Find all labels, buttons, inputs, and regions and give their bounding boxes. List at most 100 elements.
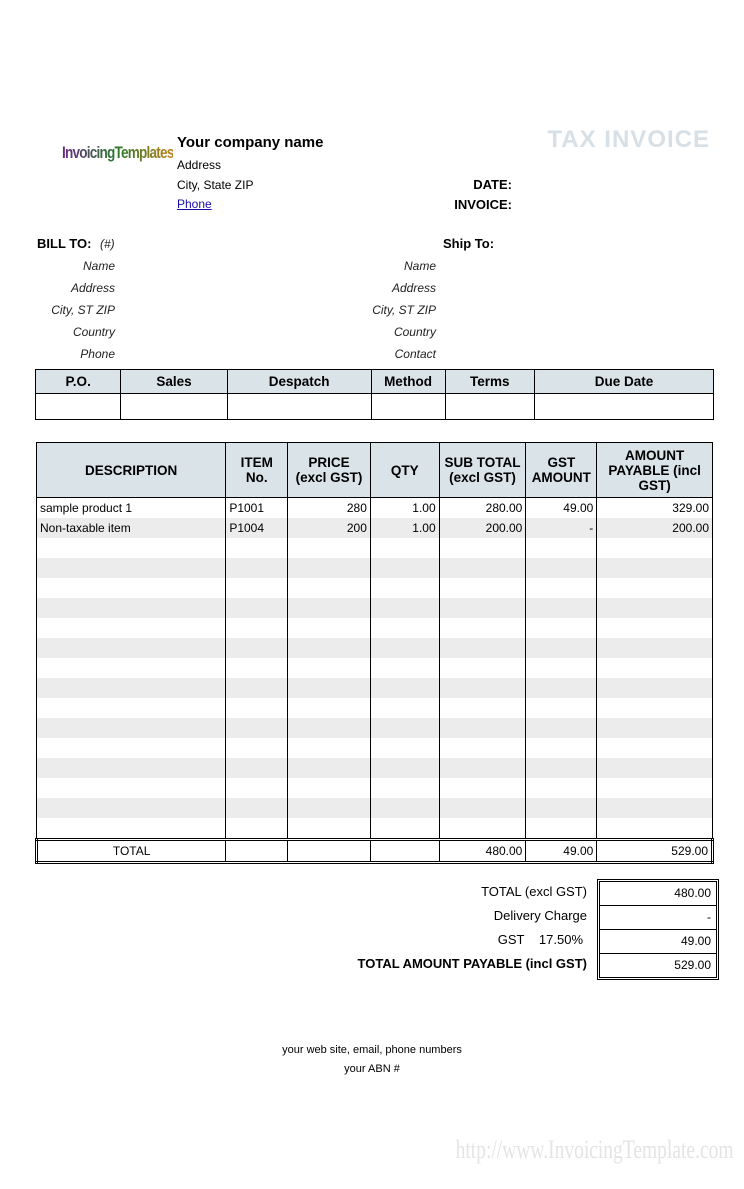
- item-cell[interactable]: [287, 778, 371, 798]
- item-cell[interactable]: [596, 718, 713, 738]
- item-cell[interactable]: [35, 598, 227, 618]
- order-field-input[interactable]: [226, 393, 372, 420]
- item-cell[interactable]: [35, 578, 227, 598]
- item-cell[interactable]: [525, 798, 598, 818]
- item-cell[interactable]: [287, 718, 371, 738]
- item-cell[interactable]: [287, 558, 371, 578]
- item-cell[interactable]: [35, 818, 227, 840]
- item-cell[interactable]: [287, 698, 371, 718]
- item-cell[interactable]: [369, 798, 440, 818]
- item-cell[interactable]: 1.00: [369, 518, 440, 538]
- item-cell[interactable]: [596, 578, 713, 598]
- item-cell[interactable]: [369, 778, 440, 798]
- order-field-input[interactable]: [34, 393, 122, 420]
- item-cell[interactable]: [438, 558, 527, 578]
- item-cell[interactable]: [225, 538, 289, 558]
- item-cell[interactable]: [525, 698, 598, 718]
- item-cell[interactable]: [287, 638, 371, 658]
- item-cell[interactable]: 200.00: [438, 518, 527, 538]
- item-cell[interactable]: [596, 658, 713, 678]
- item-cell[interactable]: [369, 758, 440, 778]
- item-cell[interactable]: [596, 698, 713, 718]
- item-cell[interactable]: [225, 778, 289, 798]
- item-cell[interactable]: [596, 678, 713, 698]
- item-cell[interactable]: [438, 758, 527, 778]
- item-cell[interactable]: [525, 578, 598, 598]
- item-cell[interactable]: sample product 1: [35, 497, 227, 518]
- item-cell[interactable]: [438, 698, 527, 718]
- item-cell[interactable]: [596, 778, 713, 798]
- item-cell[interactable]: [369, 818, 440, 840]
- item-cell[interactable]: [596, 818, 713, 840]
- item-cell[interactable]: [596, 638, 713, 658]
- item-cell[interactable]: [369, 598, 440, 618]
- item-cell[interactable]: [225, 658, 289, 678]
- item-cell[interactable]: [525, 758, 598, 778]
- item-cell[interactable]: [525, 818, 598, 840]
- item-cell[interactable]: [35, 538, 227, 558]
- item-cell[interactable]: [369, 678, 440, 698]
- item-cell[interactable]: [225, 718, 289, 738]
- item-cell[interactable]: 49.00: [525, 497, 598, 518]
- item-cell[interactable]: [35, 558, 227, 578]
- item-cell[interactable]: 200.00: [596, 518, 713, 538]
- item-cell[interactable]: [369, 578, 440, 598]
- item-cell[interactable]: [438, 578, 527, 598]
- item-cell[interactable]: P1004: [225, 518, 289, 538]
- item-cell[interactable]: [369, 718, 440, 738]
- item-cell[interactable]: [35, 758, 227, 778]
- item-cell[interactable]: [438, 778, 527, 798]
- item-cell[interactable]: [35, 718, 227, 738]
- item-cell[interactable]: [438, 818, 527, 840]
- item-cell[interactable]: [525, 718, 598, 738]
- item-cell[interactable]: [525, 598, 598, 618]
- item-cell[interactable]: [287, 678, 371, 698]
- item-cell[interactable]: 280: [287, 497, 371, 518]
- order-field-input[interactable]: [370, 393, 446, 420]
- item-cell[interactable]: [225, 558, 289, 578]
- item-cell[interactable]: [287, 798, 371, 818]
- item-cell[interactable]: 1.00: [369, 497, 440, 518]
- item-cell[interactable]: [596, 598, 713, 618]
- item-cell[interactable]: [525, 738, 598, 758]
- item-cell[interactable]: [35, 798, 227, 818]
- item-cell[interactable]: Non-taxable item: [35, 518, 227, 538]
- item-cell[interactable]: [596, 758, 713, 778]
- item-cell[interactable]: [35, 778, 227, 798]
- item-cell[interactable]: [438, 718, 527, 738]
- item-cell[interactable]: [525, 638, 598, 658]
- item-cell[interactable]: [369, 618, 440, 638]
- item-cell[interactable]: [369, 698, 440, 718]
- item-cell[interactable]: [369, 558, 440, 578]
- item-cell[interactable]: [287, 758, 371, 778]
- item-cell[interactable]: [369, 638, 440, 658]
- item-cell[interactable]: [525, 538, 598, 558]
- order-field-input[interactable]: [120, 393, 228, 420]
- item-cell[interactable]: [596, 738, 713, 758]
- item-cell[interactable]: [369, 738, 440, 758]
- item-cell[interactable]: [225, 818, 289, 840]
- item-cell[interactable]: [287, 818, 371, 840]
- item-cell[interactable]: 280.00: [438, 497, 527, 518]
- item-cell[interactable]: [369, 658, 440, 678]
- item-cell[interactable]: [438, 538, 527, 558]
- order-field-input[interactable]: [444, 393, 536, 420]
- item-cell[interactable]: [525, 778, 598, 798]
- item-cell[interactable]: [438, 638, 527, 658]
- item-cell[interactable]: [438, 738, 527, 758]
- item-cell[interactable]: -: [525, 518, 598, 538]
- item-cell[interactable]: [438, 798, 527, 818]
- item-cell[interactable]: [287, 618, 371, 638]
- item-cell[interactable]: [525, 618, 598, 638]
- item-cell[interactable]: [35, 658, 227, 678]
- item-cell[interactable]: [596, 798, 713, 818]
- item-cell[interactable]: [596, 538, 713, 558]
- item-cell[interactable]: [225, 638, 289, 658]
- item-cell[interactable]: [287, 738, 371, 758]
- item-cell[interactable]: [225, 578, 289, 598]
- item-cell[interactable]: [525, 558, 598, 578]
- item-cell[interactable]: [438, 618, 527, 638]
- item-cell[interactable]: [287, 598, 371, 618]
- item-cell[interactable]: [287, 578, 371, 598]
- item-cell[interactable]: [35, 738, 227, 758]
